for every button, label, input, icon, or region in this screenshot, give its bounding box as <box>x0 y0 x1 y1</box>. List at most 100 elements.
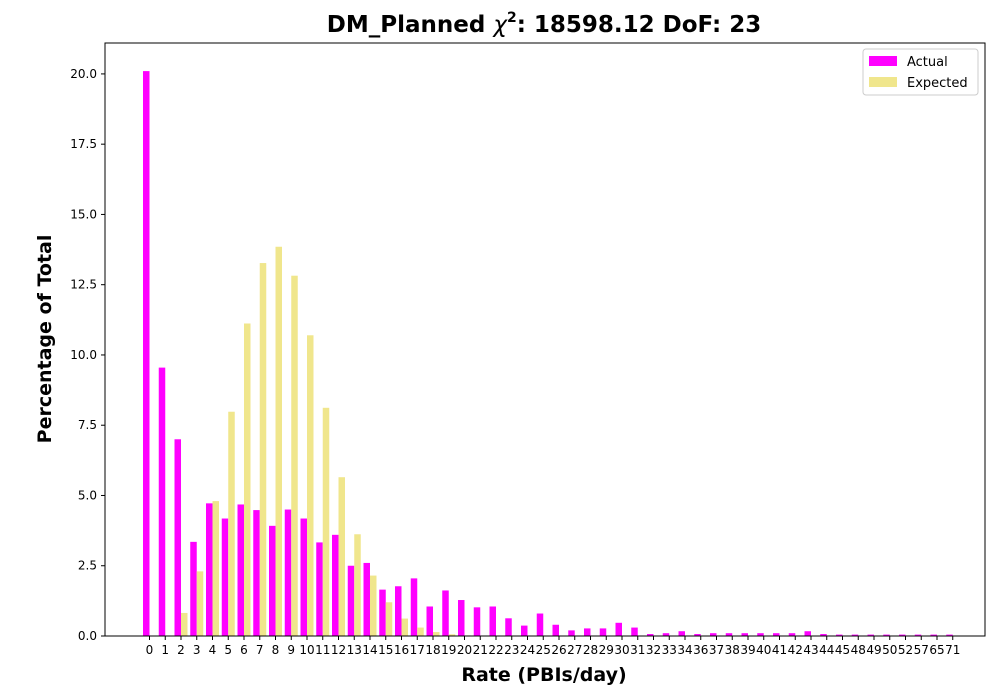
y-tick-label: 15.0 <box>70 207 97 221</box>
bar-actual-11 <box>316 542 323 636</box>
title-chi-symbol: χ <box>491 12 508 38</box>
x-tick-label: 52 <box>898 643 913 657</box>
bar-actual-2 <box>174 439 181 636</box>
bar-actual-0 <box>143 71 150 637</box>
y-tick-label: 10.0 <box>70 348 97 362</box>
x-tick-label: 0 <box>146 643 154 657</box>
x-tick-label: 1 <box>161 643 169 657</box>
x-tick-label: 38 <box>725 643 740 657</box>
bar-expected-6 <box>244 323 251 636</box>
bar-actual-6 <box>237 504 244 636</box>
bar-actual-19 <box>442 590 449 636</box>
x-tick-label: 16 <box>394 643 409 657</box>
title-prefix: DM_Planned <box>327 12 494 38</box>
x-tick-label: 17 <box>410 643 425 657</box>
bar-actual-25 <box>536 613 544 636</box>
bar-actual-38 <box>725 633 733 636</box>
x-tick-label: 10 <box>299 643 314 657</box>
bar-expected-2 <box>181 612 188 636</box>
bar-actual-22 <box>489 606 496 636</box>
bar-actual-43 <box>804 631 811 636</box>
bar-actual-23 <box>505 618 512 636</box>
x-tick-label: 44 <box>819 643 834 657</box>
bar-expected-17 <box>417 627 424 636</box>
bar-actual-45 <box>836 634 843 636</box>
bar-actual-3 <box>190 541 197 636</box>
x-tick-label: 7 <box>256 643 264 657</box>
bar-actual-32 <box>647 634 654 636</box>
bar-actual-7 <box>253 510 260 636</box>
x-axis: 0 1 2 3 4 5 6 7 8 9 10 11 12 13 14 15 16 17 18 19 20 21 22 23 24… <box>146 636 960 657</box>
x-tick-label: 13 <box>347 643 362 657</box>
bar-expected-5 <box>228 411 235 636</box>
bar-actual-44 <box>820 634 827 636</box>
legend-label-actual: Actual <box>907 55 948 70</box>
x-tick-label: 57 <box>914 643 929 657</box>
legend-swatch-actual <box>869 56 897 66</box>
x-tick-label: 19 <box>441 643 456 657</box>
x-tick-label: 14 <box>362 643 377 657</box>
bar-expected-18 <box>433 632 440 636</box>
x-tick-label: 49 <box>866 643 881 657</box>
bar-expected-13 <box>354 534 361 636</box>
bar-actual-4 <box>206 503 213 636</box>
x-tick-label: 40 <box>756 643 771 657</box>
bars-layer <box>143 71 953 637</box>
x-tick-label: 6 <box>240 643 248 657</box>
bar-actual-52 <box>899 634 906 636</box>
bar-actual-27 <box>568 630 575 636</box>
bar-expected-4 <box>212 501 219 636</box>
y-tick-label: 5.0 <box>78 488 97 502</box>
x-tick-label: 65 <box>929 643 944 657</box>
x-tick-label: 48 <box>851 643 866 657</box>
x-tick-label: 29 <box>599 643 614 657</box>
bar-actual-24 <box>521 625 528 636</box>
x-tick-label: 30 <box>614 643 629 657</box>
x-tick-label: 36 <box>693 643 708 657</box>
x-tick-label: 11 <box>315 643 330 657</box>
bar-actual-29 <box>599 628 607 636</box>
chart-title: DM_Planned χ2: 18598.12 DoF: 23 <box>327 10 761 38</box>
bar-actual-42 <box>788 633 796 636</box>
bar-actual-40 <box>757 633 764 636</box>
x-tick-label: 5 <box>224 643 232 657</box>
bar-actual-9 <box>284 509 292 636</box>
bar-actual-48 <box>851 634 859 636</box>
x-tick-label: 15 <box>378 643 393 657</box>
x-tick-label: 24 <box>520 643 535 657</box>
y-tick-label: 7.5 <box>78 418 97 432</box>
bar-actual-65 <box>930 634 937 636</box>
y-tick-label: 20.0 <box>70 67 97 81</box>
bar-expected-10 <box>307 335 314 636</box>
bar-actual-31 <box>631 627 638 636</box>
bar-expected-12 <box>338 477 345 636</box>
x-tick-label: 39 <box>740 643 755 657</box>
x-tick-label: 32 <box>646 643 661 657</box>
x-tick-label: 45 <box>835 643 850 657</box>
x-tick-label: 12 <box>331 643 346 657</box>
x-tick-label: 25 <box>536 643 551 657</box>
bar-actual-17 <box>410 578 418 636</box>
bar-actual-5 <box>221 518 229 636</box>
y-axis-label: Percentage of Total <box>34 235 56 444</box>
bar-actual-16 <box>395 586 402 636</box>
bar-actual-21 <box>473 607 481 636</box>
bar-actual-36 <box>694 634 701 636</box>
bar-actual-34 <box>678 631 685 636</box>
x-tick-label: 42 <box>788 643 803 657</box>
bar-actual-15 <box>379 589 386 636</box>
x-tick-label: 28 <box>583 643 598 657</box>
bar-actual-39 <box>741 633 748 636</box>
bar-actual-13 <box>347 565 355 636</box>
y-axis: 0.0 2.5 5.0 7.5 10.0 12.5 15.0 17.5 20.0 <box>70 67 105 643</box>
bar-actual-50 <box>883 634 890 636</box>
bar-actual-20 <box>458 600 465 636</box>
x-tick-label: 8 <box>272 643 280 657</box>
title-superscript: 2 <box>507 10 517 26</box>
bar-expected-11 <box>322 407 330 636</box>
x-tick-label: 22 <box>488 643 503 657</box>
x-tick-label: 71 <box>945 643 960 657</box>
legend: Actual Expected <box>862 48 979 96</box>
x-tick-label: 21 <box>473 643 488 657</box>
x-tick-label: 37 <box>709 643 724 657</box>
